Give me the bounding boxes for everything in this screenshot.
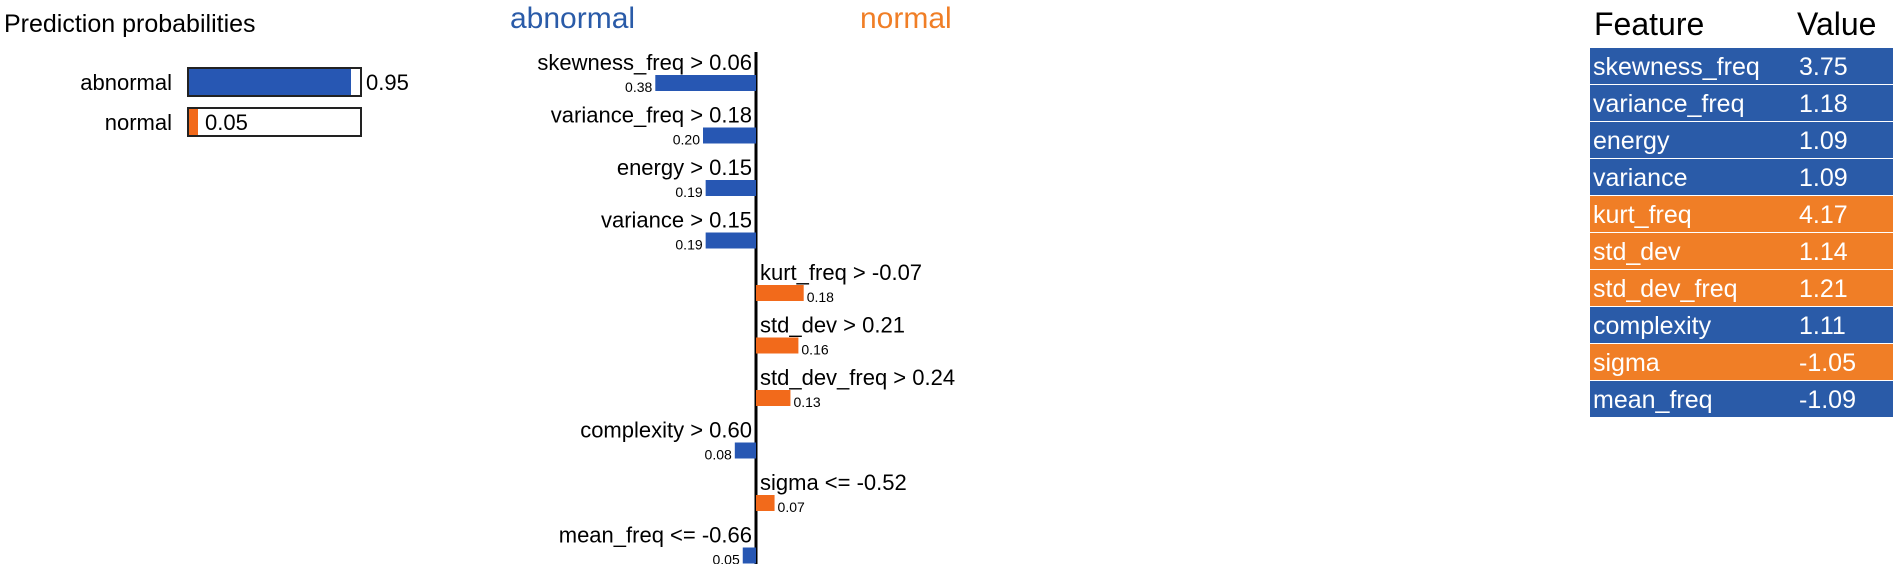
feature-condition-label: mean_freq <= -0.66: [559, 523, 752, 548]
prob-label-abnormal: abnormal: [80, 70, 172, 95]
table-row: std_dev_freq 1.21: [1590, 270, 1893, 307]
table-cell-feature: variance: [1593, 164, 1688, 192]
prob-fill-abnormal: [189, 69, 352, 95]
table-cell-value: -1.09: [1799, 386, 1856, 414]
table-cell-value: 1.09: [1799, 127, 1848, 155]
table-row: complexity 1.11: [1590, 307, 1893, 344]
feature-weight-value: 0.05: [713, 552, 740, 564]
prob-bar-normal: 0.05: [187, 107, 362, 137]
feature-condition-label: std_dev_freq > 0.24: [760, 365, 955, 390]
table-cell-value: 1.18: [1799, 90, 1848, 118]
prob-label-normal: normal: [104, 110, 172, 135]
feature-condition-label: variance > 0.15: [601, 208, 752, 233]
table-cell-feature: variance_freq: [1593, 90, 1745, 118]
table-row: energy 1.09: [1590, 122, 1893, 159]
table-cell-value: 4.17: [1799, 201, 1848, 229]
feature-condition-label: variance_freq > 0.18: [551, 103, 752, 128]
bars-layer: skewness_freq > 0.06 0.38 variance_freq > …: [537, 50, 955, 564]
table-cell-feature: mean_freq: [1593, 386, 1713, 414]
table-cell-feature: std_dev: [1593, 238, 1681, 266]
feature-condition-label: sigma <= -0.52: [760, 470, 907, 495]
class-header-normal: normal: [860, 2, 952, 35]
table-row: variance_freq 1.18: [1590, 85, 1893, 122]
table-cell-feature: energy: [1593, 127, 1670, 155]
prob-bar-abnormal: [187, 67, 362, 97]
table-cell-value: -1.05: [1799, 349, 1856, 377]
table-row: skewness_freq 3.75: [1590, 48, 1893, 85]
feature-weight-bar: [756, 390, 791, 406]
feature-condition-label: energy > 0.15: [617, 155, 752, 180]
prob-row-abnormal: abnormal 0.95: [0, 67, 470, 101]
feature-weight-bar: [742, 547, 756, 564]
feature-weight-bar: [756, 495, 775, 511]
feature-weight-bar: [705, 232, 756, 249]
feature-weight-bar: [703, 127, 756, 144]
table-header-value: Value: [1797, 6, 1877, 42]
feature-condition-label: complexity > 0.60: [580, 418, 752, 443]
table-row: sigma -1.05: [1590, 344, 1893, 381]
feature-weight-value: 0.07: [778, 499, 805, 515]
table-row: std_dev 1.14: [1590, 233, 1893, 270]
table-cell-value: 1.14: [1799, 238, 1848, 266]
table-cell-feature: sigma: [1593, 349, 1660, 377]
feature-condition-label: std_dev > 0.21: [760, 313, 905, 338]
table-header-feature: Feature: [1594, 6, 1705, 42]
feature-weight-value: 0.18: [807, 289, 834, 305]
prob-value-abnormal: 0.95: [366, 70, 409, 95]
feature-weight-bar: [655, 75, 756, 91]
feature-weight-value: 0.13: [793, 394, 820, 410]
prediction-probabilities-panel: Prediction probabilities abnormal 0.95 n…: [0, 0, 470, 160]
table-cell-value: 3.75: [1799, 53, 1848, 81]
table-row: kurt_freq 4.17: [1590, 196, 1893, 233]
table-cell-feature: kurt_freq: [1593, 201, 1692, 229]
table-header: Feature Value: [1590, 0, 1900, 50]
feature-weight-bar: [756, 285, 804, 301]
feature-weight-value: 0.19: [675, 237, 702, 253]
feature-weight-bar: [734, 442, 756, 459]
feature-weight-value: 0.19: [675, 184, 702, 200]
table-cell-value: 1.21: [1799, 275, 1848, 303]
table-cell-feature: std_dev_freq: [1593, 275, 1738, 303]
feature-condition-label: kurt_freq > -0.07: [760, 260, 922, 285]
feature-condition-label: skewness_freq > 0.06: [537, 50, 752, 75]
feature-weight-value: 0.16: [801, 342, 828, 358]
feature-weight-value: 0.08: [705, 447, 732, 463]
prob-fill-normal: [189, 109, 198, 135]
feature-weight-value: 0.38: [625, 79, 652, 95]
table-cell-feature: skewness_freq: [1593, 53, 1760, 81]
table-row: mean_freq -1.09: [1590, 381, 1893, 418]
table-cell-feature: complexity: [1593, 312, 1712, 340]
class-header-abnormal: abnormal: [510, 2, 635, 35]
prediction-probabilities-title: Prediction probabilities: [4, 10, 256, 38]
feature-value-table: Feature Value skewness_freq 3.75 variance_…: [1590, 0, 1900, 418]
table-cell-value: 1.11: [1799, 312, 1846, 340]
table-cell-value: 1.09: [1799, 164, 1848, 192]
feature-weight-value: 0.20: [673, 132, 700, 148]
feature-weight-bar: [756, 337, 799, 354]
table-body: skewness_freq 3.75 variance_freq 1.18 energy…: [1590, 48, 1893, 418]
prob-value-normal: 0.05: [205, 110, 248, 135]
feature-weight-bar: [705, 180, 756, 196]
feature-weights-chart: abnormal normal skewness_freq > 0.06 0.38…: [510, 2, 955, 564]
table-row: variance 1.09: [1590, 159, 1893, 196]
prob-row-normal: normal 0.05: [0, 107, 470, 141]
